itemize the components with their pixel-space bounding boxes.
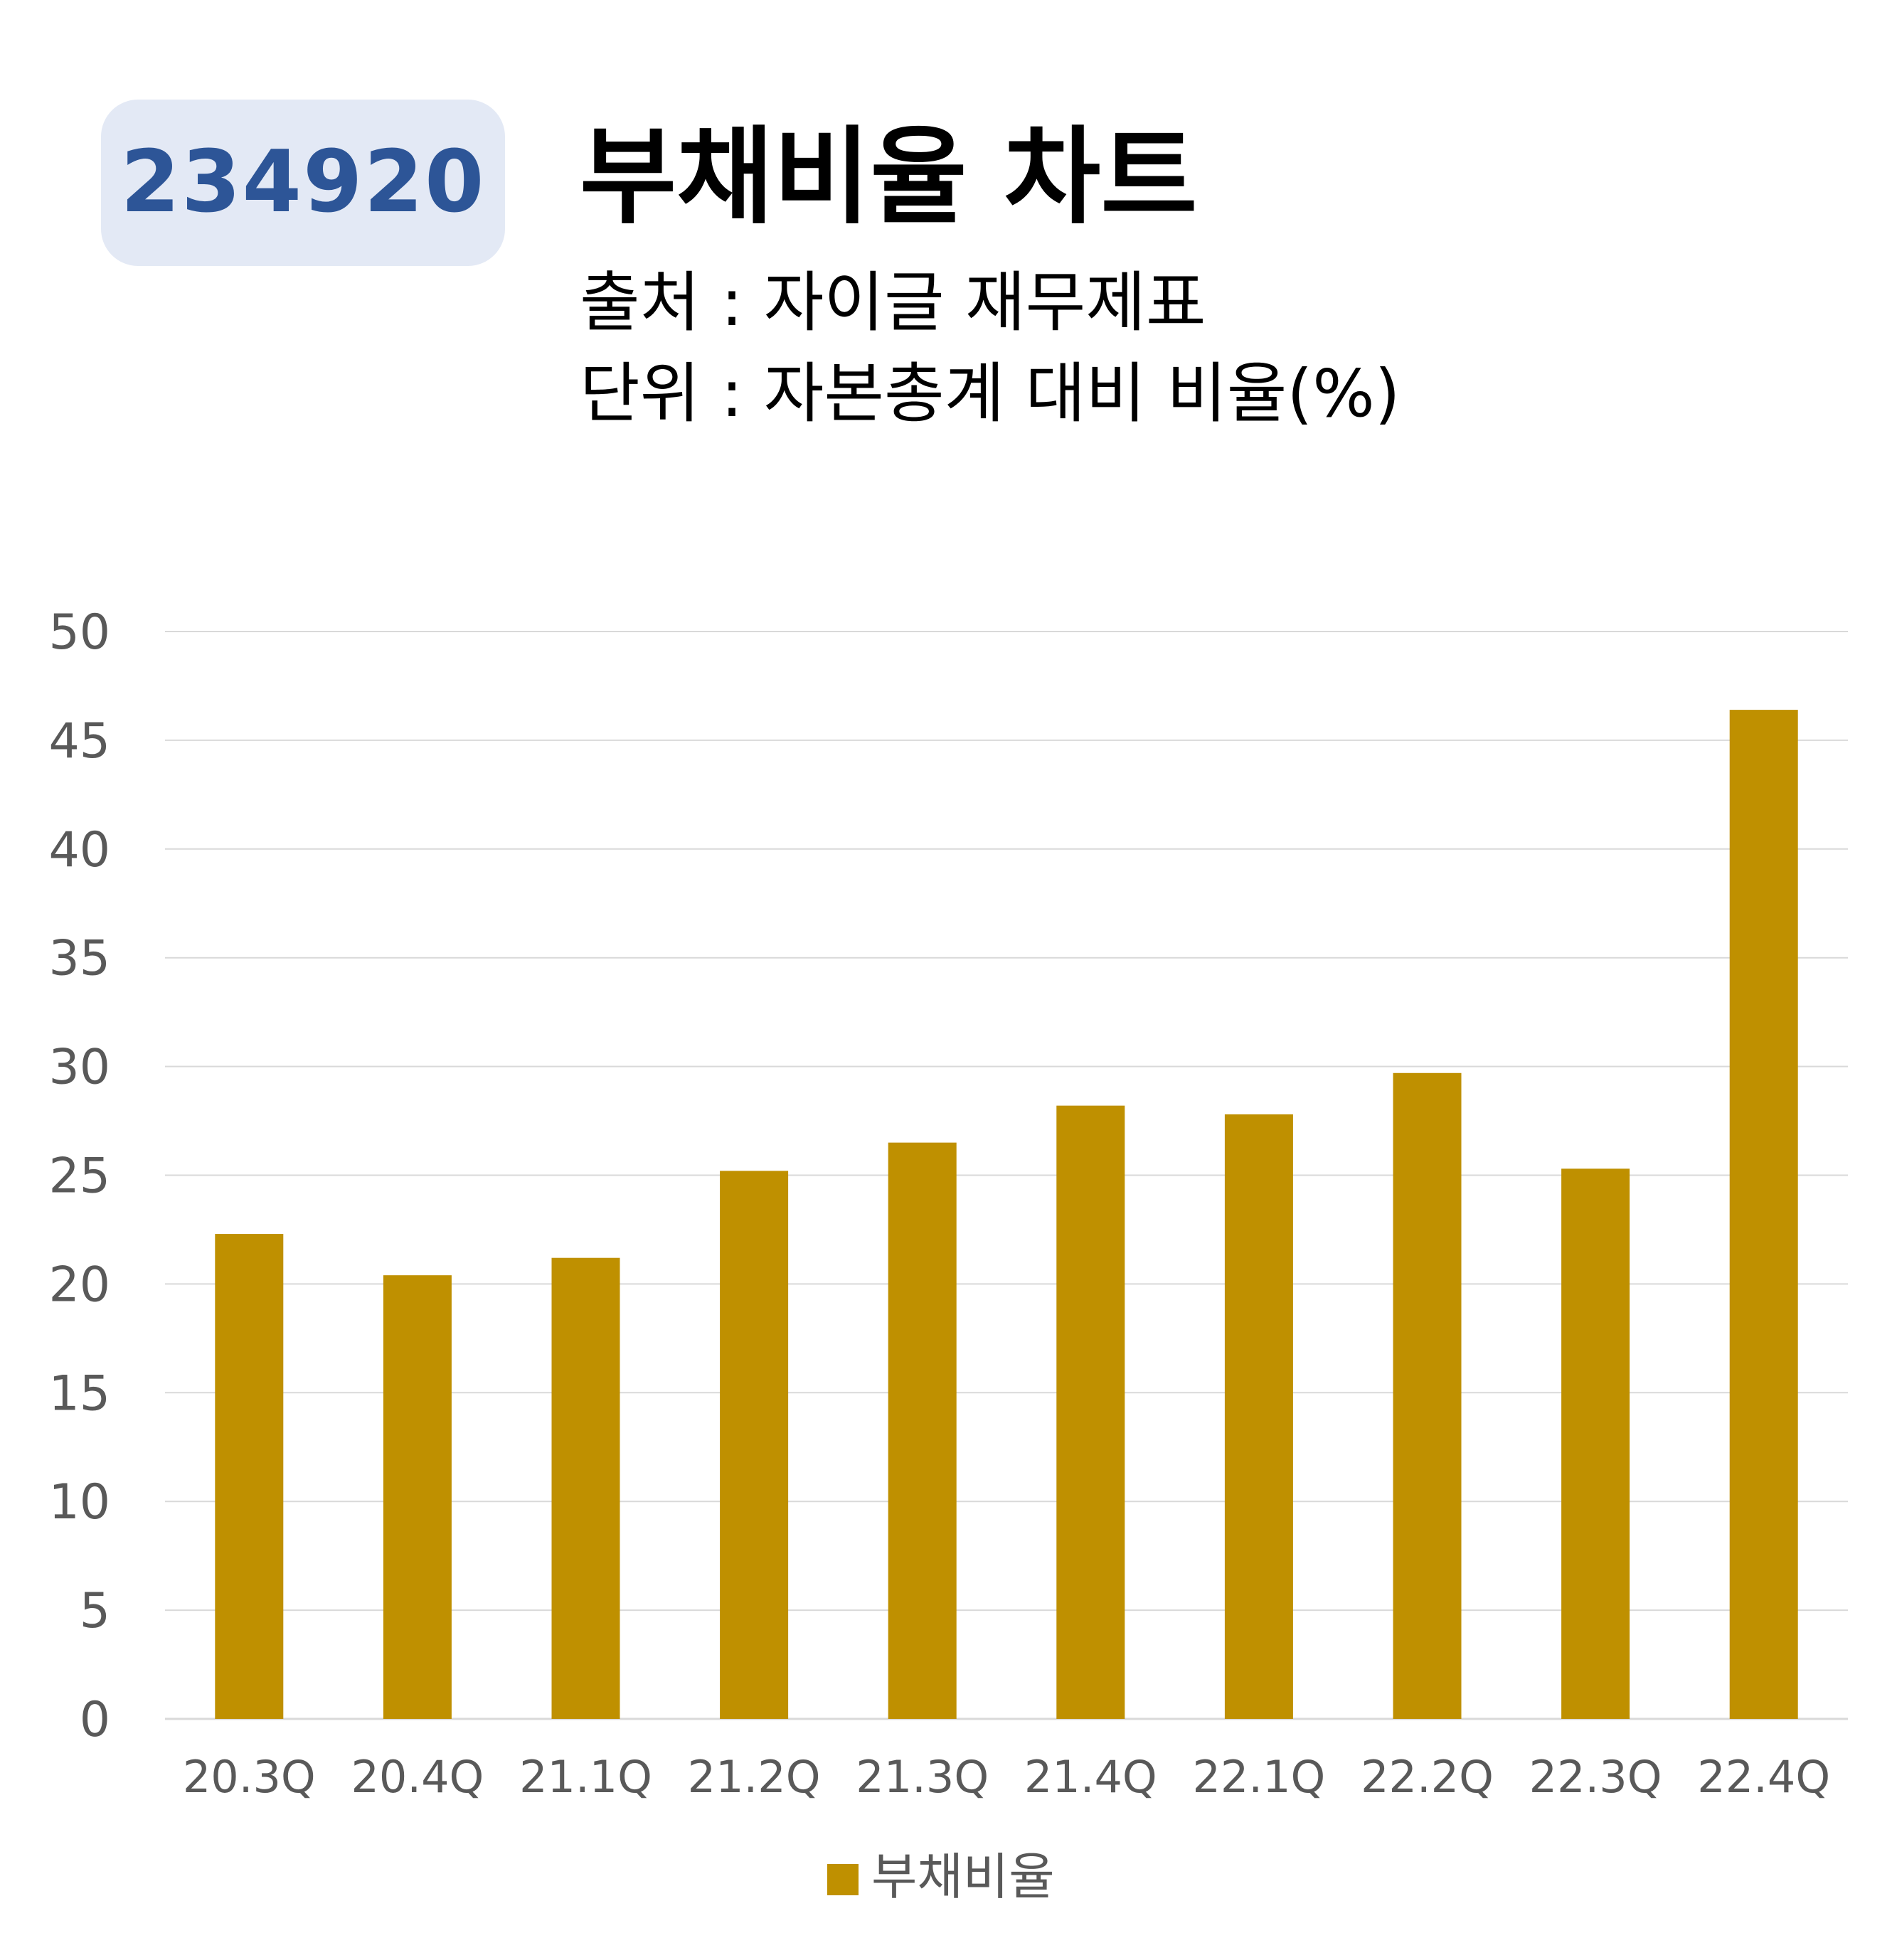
y-tick-label: 30	[48, 1040, 110, 1096]
bar	[720, 1171, 789, 1719]
bar	[1393, 1072, 1462, 1719]
y-tick-label: 0	[80, 1692, 110, 1748]
bar	[215, 1234, 284, 1719]
x-tick-label: 21.1Q	[519, 1751, 652, 1803]
x-tick-label: 20.3Q	[183, 1751, 316, 1803]
x-tick-label: 22.1Q	[1192, 1751, 1325, 1803]
y-tick-label: 50	[48, 604, 110, 661]
bar	[1729, 710, 1798, 1719]
unit-line: 단위 : 자본총계 대비 비율(%)	[580, 356, 1401, 432]
bars	[215, 710, 1798, 1719]
bar-chart: 0 5 10 15 20 25 30 35 40 45 50 20.3Q 20.4Q 21.1Q 21.2…	[48, 604, 1848, 1906]
x-tick-label: 22.4Q	[1697, 1751, 1830, 1803]
x-tick-label: 21.4Q	[1024, 1751, 1157, 1803]
bar	[1056, 1105, 1125, 1719]
y-tick-label: 45	[48, 713, 110, 769]
x-tick-label: 22.3Q	[1529, 1751, 1662, 1803]
y-tick-label: 40	[48, 822, 110, 878]
bar	[551, 1257, 620, 1719]
y-tick-label: 25	[48, 1149, 110, 1205]
legend-swatch	[827, 1864, 859, 1895]
x-tick-label: 21.3Q	[856, 1751, 989, 1803]
bar	[1561, 1168, 1630, 1719]
y-tick-label: 35	[48, 931, 110, 987]
legend: 부채비율	[827, 1848, 1055, 1906]
stock-code-badge: 234920	[101, 100, 505, 266]
y-tick-label: 20	[48, 1257, 110, 1313]
y-tick-label: 15	[48, 1365, 110, 1422]
y-tick-label: 10	[48, 1474, 110, 1530]
bar	[888, 1142, 957, 1719]
x-tick-label: 22.2Q	[1361, 1751, 1494, 1803]
legend-label: 부채비율	[871, 1848, 1055, 1906]
source-line: 출처 : 자이글 재무제표	[580, 265, 1206, 341]
y-tick-label: 5	[80, 1583, 110, 1639]
bar	[383, 1275, 452, 1719]
y-axis-ticks: 0 5 10 15 20 25 30 35 40 45 50	[48, 604, 110, 1748]
x-axis-ticks: 20.3Q 20.4Q 21.1Q 21.2Q 21.3Q 21.4Q 22.1Q 22.2Q…	[183, 1751, 1830, 1803]
x-tick-label: 20.4Q	[351, 1751, 484, 1803]
x-tick-label: 21.2Q	[688, 1751, 821, 1803]
chart-title: 부채비율 차트	[580, 116, 1198, 238]
bar	[1224, 1114, 1293, 1719]
